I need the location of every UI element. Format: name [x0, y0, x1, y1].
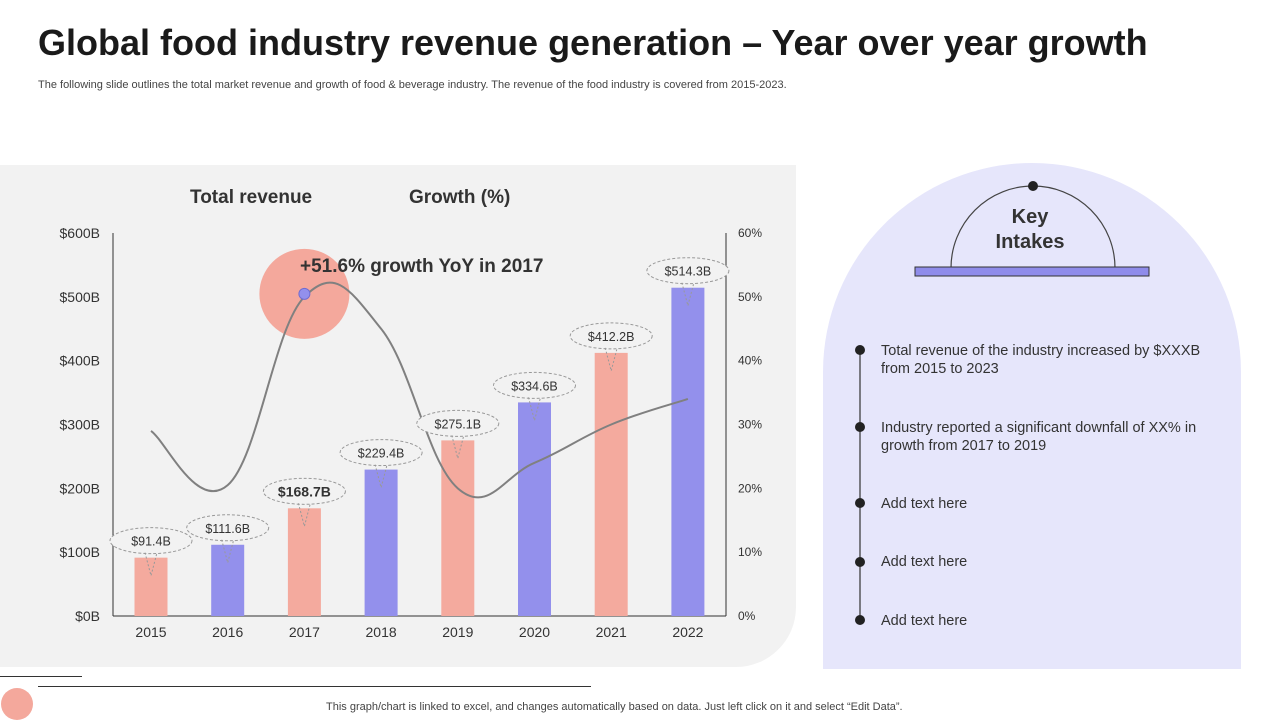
bar: [287, 508, 321, 616]
key-item: Add text here: [881, 554, 968, 570]
data-label: $334.6B: [493, 371, 576, 423]
y-left-tick-label: $500B: [60, 289, 100, 305]
data-label: $111.6B: [186, 514, 270, 565]
x-tick-label: 2018: [366, 624, 397, 640]
data-label-bubble: [262, 477, 346, 505]
data-label-bubble: [569, 322, 653, 350]
timeline-dot: [855, 422, 865, 432]
timeline-dot: [855, 557, 865, 567]
dome-base: [914, 266, 1150, 277]
growth-annotation: +51.6% growth YoY in 2017: [300, 256, 544, 277]
key-item: Add text here: [881, 496, 968, 512]
data-label: $514.3B: [646, 257, 730, 308]
data-label-bubble: [493, 371, 576, 399]
y-left-tick-label: $600B: [60, 225, 100, 241]
bar: [671, 287, 705, 616]
x-tick-label: 2020: [519, 624, 550, 640]
bar: [594, 352, 628, 616]
y-right-tick-label: 30%: [738, 418, 762, 432]
data-label: $275.1B: [416, 409, 500, 461]
y-left-tick-label: $200B: [60, 480, 100, 496]
key-item: Total revenue of the industry increased …: [881, 343, 1201, 377]
bar: [134, 557, 168, 616]
chart-panel: [0, 165, 796, 667]
bar: [518, 402, 551, 616]
key-intakes-title: Key Intakes: [995, 206, 1065, 253]
x-tick-label: 2019: [442, 624, 473, 640]
dome-knob: [1028, 181, 1038, 191]
x-tick-label: 2021: [596, 624, 627, 640]
data-label-bubble: [646, 257, 730, 285]
data-label-text: $91.4B: [131, 535, 171, 549]
x-tick-label: 2015: [135, 624, 166, 640]
key-intakes-decor: [855, 181, 1150, 625]
x-tick-label: 2016: [212, 624, 243, 640]
data-label: $91.4B: [109, 527, 193, 578]
growth-line: [150, 281, 689, 499]
data-label-text: $275.1B: [435, 417, 482, 431]
data-label-text: $412.2B: [588, 330, 635, 344]
legend-total-revenue: Total revenue: [190, 187, 313, 208]
data-label-text: $111.6B: [205, 522, 250, 536]
timeline-dot: [855, 345, 865, 355]
y-left-tick-label: $400B: [60, 353, 100, 369]
footer-divider-short: [0, 676, 82, 677]
page-subtitle: The following slide outlines the total m…: [38, 79, 787, 91]
decor-circle: [1, 688, 33, 720]
y-left-tick-label: $300B: [60, 417, 100, 433]
footer-divider: [38, 686, 591, 687]
timeline-dot: [855, 615, 865, 625]
key-intakes-panel: [823, 163, 1241, 669]
key-item: Add text here: [881, 613, 968, 629]
y-right-tick-label: 50%: [738, 290, 762, 304]
growth-highlight-point: [298, 287, 311, 300]
legend-growth: Growth (%): [409, 187, 511, 208]
y-right-tick-label: 20%: [738, 481, 762, 495]
key-item: Industry reported a significant downfall…: [881, 420, 1197, 454]
data-label-text: $168.7B: [278, 483, 331, 499]
x-tick-label: 2022: [672, 624, 703, 640]
y-right-tick-label: 0%: [738, 609, 756, 623]
data-label-text: $334.6B: [511, 379, 558, 393]
y-left-tick-label: $100B: [60, 544, 100, 560]
data-label: $229.4B: [339, 439, 423, 490]
page-title: Global food industry revenue generation …: [38, 22, 1148, 63]
bar: [364, 469, 398, 616]
data-label-bubble: [339, 439, 423, 467]
footer-note: This graph/chart is linked to excel, and…: [326, 701, 903, 713]
data-label: $412.2B: [569, 322, 653, 373]
y-right-tick-label: 40%: [738, 354, 762, 368]
y-right-tick-label: 10%: [738, 545, 762, 559]
timeline-dot: [855, 498, 865, 508]
bar: [211, 544, 245, 616]
revenue-growth-chart[interactable]: $0B $100B $200B $300B $400B $500B $600B 0% 10% 20…: [0, 0, 800, 680]
data-label-text: $514.3B: [665, 265, 712, 279]
data-label: $168.7B: [262, 477, 346, 529]
y-left-tick-label: $0B: [75, 608, 100, 624]
x-tick-label: 2017: [289, 624, 320, 640]
data-label-text: $229.4B: [358, 447, 405, 461]
data-label-bubble: [186, 514, 270, 542]
y-right-tick-label: 60%: [738, 226, 762, 240]
bar: [441, 440, 475, 616]
data-label-bubble: [416, 409, 500, 437]
data-label-bubble: [109, 527, 193, 555]
